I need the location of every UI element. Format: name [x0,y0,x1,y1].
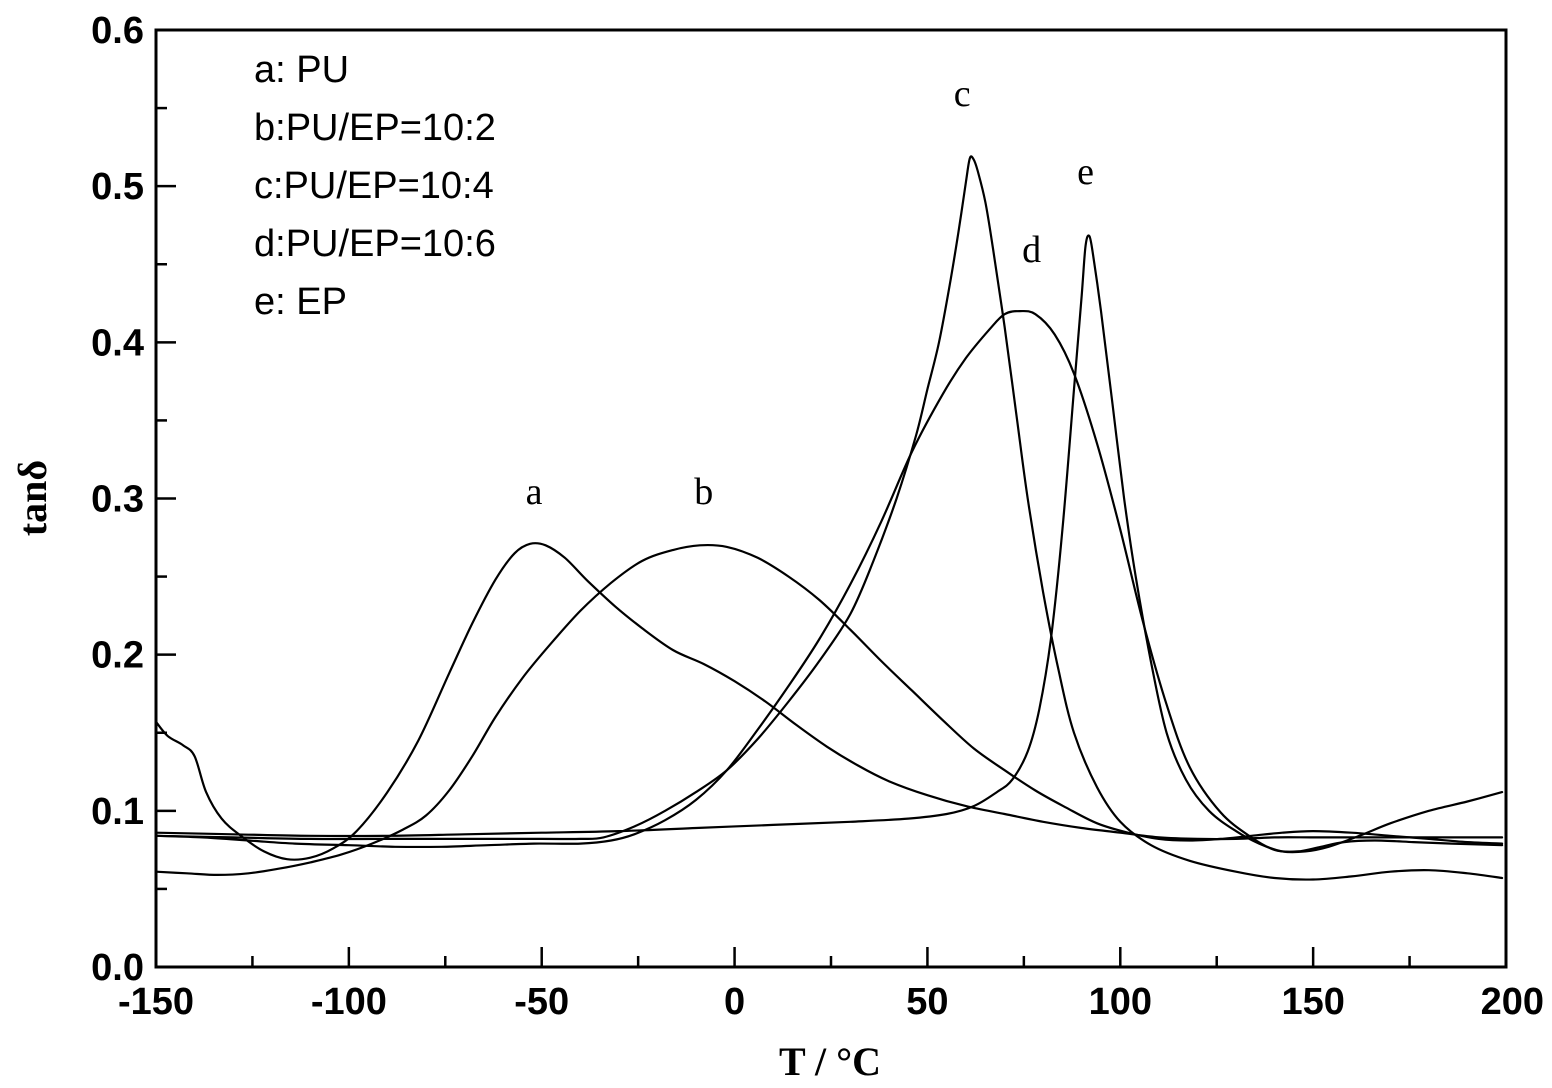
x-tick-labels: -150 -100 -50 0 50 100 150 200 [118,981,1544,1023]
y-tick-label: 0.2 [91,635,144,677]
series-line-e [154,234,1504,854]
curve-label-c: c [954,73,971,115]
curve-label-d: d [1022,229,1041,271]
x-tick-label: -150 [118,981,194,1023]
series-line-b [154,543,1504,876]
curve-label-a: a [526,471,543,513]
curve-labels: a b c de [526,73,1094,513]
x-axis-title: T / °C [779,1039,881,1084]
axis-ticks [154,28,1508,969]
curve-label-e: e [1077,151,1094,193]
legend: a: PU b:PU/EP=10:2 c:PU/EP=10:4 d:PU/EP=10:… [254,49,496,323]
y-tick-label: 0.1 [91,791,144,833]
legend-entry: a: PU [254,49,349,91]
series-line-a [154,541,1504,861]
y-tick-labels: 0.0 0.1 0.2 0.3 0.4 0.5 0.6 [91,10,144,989]
y-tick-label: 0.5 [91,166,144,208]
curve-label-b: b [694,471,713,513]
legend-entry: d:PU/EP=10:6 [254,223,496,265]
y-tick-label: 0.6 [91,10,144,52]
x-tick-label: 200 [1481,981,1544,1023]
x-tick-label: -100 [311,981,387,1023]
x-tick-label: 150 [1281,981,1344,1023]
series-line-d [154,309,1504,853]
y-tick-label: 0.4 [91,322,144,364]
series-line-c [154,155,1504,881]
legend-entry: e: EP [254,281,347,323]
legend-entry: c:PU/EP=10:4 [254,165,494,207]
y-axis-title: tanδ [10,460,55,536]
x-tick-label: 0 [724,981,745,1023]
series-group [154,155,1504,881]
legend-entry: b:PU/EP=10:2 [254,107,496,149]
y-tick-label: 0.3 [91,479,144,521]
x-tick-label: 50 [906,981,948,1023]
x-tick-label: 100 [1089,981,1152,1023]
y-tick-label: 0.0 [91,947,144,989]
x-tick-label: -50 [514,981,569,1023]
